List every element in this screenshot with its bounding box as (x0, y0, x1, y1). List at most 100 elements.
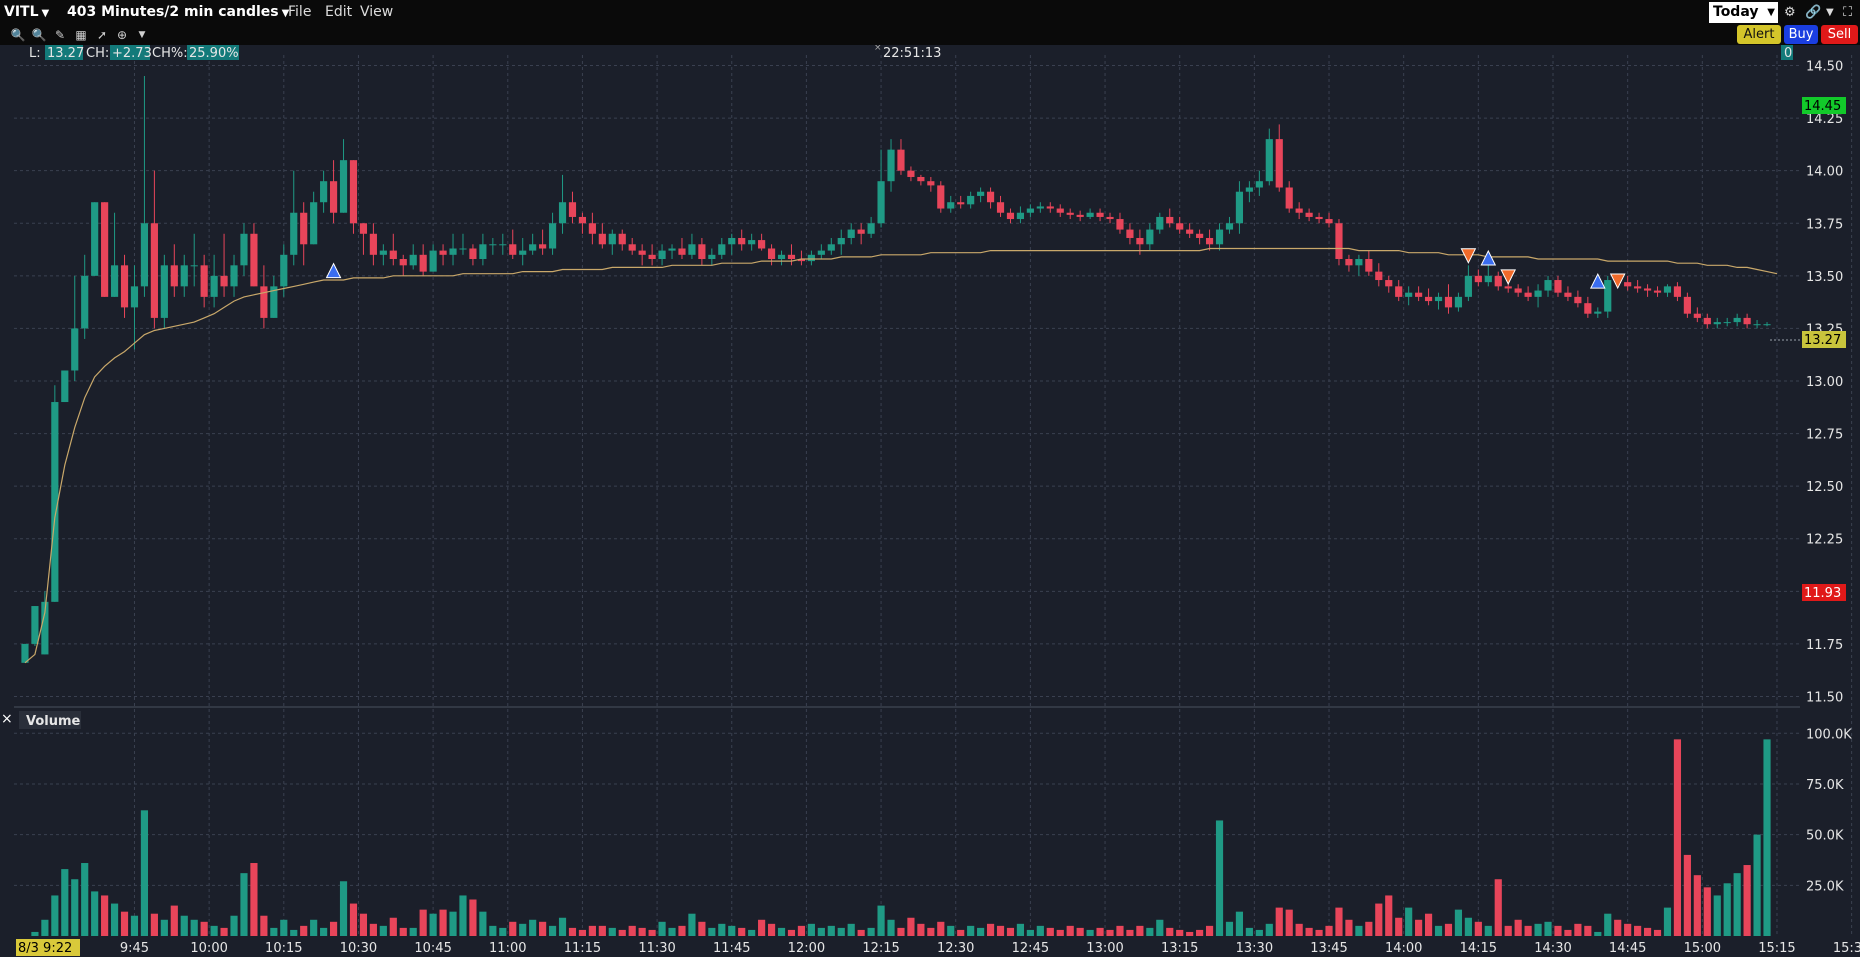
candle-body (608, 233, 616, 245)
cursor-icon[interactable]: ➚ (96, 28, 108, 42)
candle-body (877, 181, 885, 224)
candle-body (738, 237, 746, 245)
candle-body (429, 250, 437, 272)
volume-bar (310, 919, 318, 936)
volume-bar (1634, 925, 1642, 936)
volume-bar (937, 921, 945, 936)
volume-bar (1176, 929, 1184, 936)
candle-body (1096, 212, 1104, 217)
time-tick-label: 11:00 (489, 941, 526, 956)
volume-bar (1604, 913, 1612, 936)
volume-label: Volume (26, 714, 81, 729)
menu-edit[interactable]: Edit (325, 4, 353, 20)
candle-body (91, 202, 99, 276)
time-tick-label: 12:00 (788, 941, 825, 956)
candle-body (71, 328, 79, 371)
chevron-down-icon[interactable]: ▼ (1826, 7, 1834, 18)
volume-bar (260, 915, 268, 936)
candle-body (807, 254, 815, 262)
volume-bar (1415, 919, 1423, 936)
candle-body (827, 244, 835, 251)
chart-background (0, 45, 1860, 957)
candle-body (250, 233, 258, 287)
volume-bar (1335, 907, 1343, 936)
volume-bar (548, 925, 557, 936)
candle-body (389, 250, 397, 260)
candle-body (280, 254, 288, 287)
price-tick-label: 13.75 (1806, 217, 1843, 232)
gear-icon[interactable]: ⚙ (1784, 5, 1796, 20)
timeframe-label: 403 Minutes/2 min candles (67, 4, 279, 20)
menu-file[interactable]: File (288, 4, 312, 20)
last-badge-text: 13.27 (1804, 333, 1841, 348)
volume-bar (558, 917, 567, 936)
volume-bar (1564, 929, 1572, 936)
volume-bar (1524, 925, 1532, 936)
candle-body (1046, 206, 1054, 209)
time-tick-label: 15:30 (1833, 941, 1860, 956)
candle-body (986, 191, 995, 203)
volume-bar (1116, 925, 1124, 936)
volume-bar (787, 929, 796, 936)
sell-button[interactable]: Sell (1821, 25, 1858, 44)
volume-bar (1763, 739, 1771, 936)
chp-label: CH%: (152, 46, 188, 61)
zoom-out-icon[interactable]: 🔍 (31, 28, 47, 42)
candle-body (120, 265, 129, 308)
candle-body (947, 202, 955, 209)
time-tick-label: 9:45 (120, 941, 149, 956)
candle-body (160, 265, 168, 318)
close-icon[interactable]: × (874, 45, 882, 53)
volume-bar (1614, 919, 1622, 936)
candles (21, 76, 1771, 663)
link-icon[interactable]: 🔗 (1805, 5, 1822, 20)
crosshair-icon[interactable]: ⊕ (116, 28, 128, 42)
time-tick-label: 12:15 (862, 941, 899, 956)
volume-bar (807, 923, 815, 936)
volume-bar (867, 927, 875, 936)
close-icon[interactable]: × (1, 711, 13, 727)
price-tick-label: 14.00 (1806, 165, 1843, 180)
price-chart[interactable]: L: 13.27 CH: +2.73 CH%: 25.90% × 22:51:1… (0, 45, 1860, 957)
candle-body (1275, 139, 1283, 188)
timeframe-selector[interactable]: 403 Minutes/2 min candles ▼ (67, 0, 289, 25)
volume-bar (648, 929, 656, 936)
volume-bar (1444, 923, 1453, 936)
volume-bar (379, 925, 387, 936)
volume-bar (290, 929, 298, 936)
draw-lines-icon[interactable]: ✎ (54, 28, 66, 42)
range-select[interactable]: Today ▼ (1709, 2, 1778, 23)
menu-view[interactable]: View (360, 4, 394, 20)
candle-body (1375, 271, 1383, 281)
buy-marker (325, 262, 342, 279)
volume-label-bg (19, 711, 81, 729)
candle-body (1146, 229, 1154, 245)
volume-bar (1743, 865, 1751, 936)
candle-body (996, 202, 1005, 213)
volume-bar (200, 921, 208, 936)
bar-chart-icon[interactable]: ▦ (75, 28, 87, 42)
expand-icon[interactable]: ⛶ (1843, 5, 1853, 20)
candle-body (1265, 139, 1273, 182)
volume-bar (658, 921, 666, 936)
alert-button[interactable]: Alert (1737, 25, 1781, 44)
chevron-down-icon[interactable]: ▼ (138, 30, 146, 40)
buy-button[interactable]: Buy (1784, 25, 1818, 44)
volume-bar (1086, 929, 1094, 936)
candle-body (1355, 259, 1363, 266)
volume-bar (897, 927, 905, 936)
volume-bar (1245, 927, 1253, 936)
volume-bar (927, 927, 935, 936)
volume-bar (339, 881, 348, 936)
volume-bar (1275, 907, 1283, 936)
volume-bar (1574, 923, 1582, 936)
candle-body (1624, 282, 1632, 287)
candle-body (1215, 229, 1224, 245)
symbol-selector[interactable]: VITL ▼ (4, 0, 49, 25)
volume-bar (1156, 919, 1164, 936)
candle-body (1196, 233, 1204, 238)
candle-body (1504, 286, 1512, 289)
candle-body (688, 244, 696, 255)
zoom-in-icon[interactable]: 🔍 (10, 28, 26, 42)
candle-body (1415, 292, 1423, 297)
